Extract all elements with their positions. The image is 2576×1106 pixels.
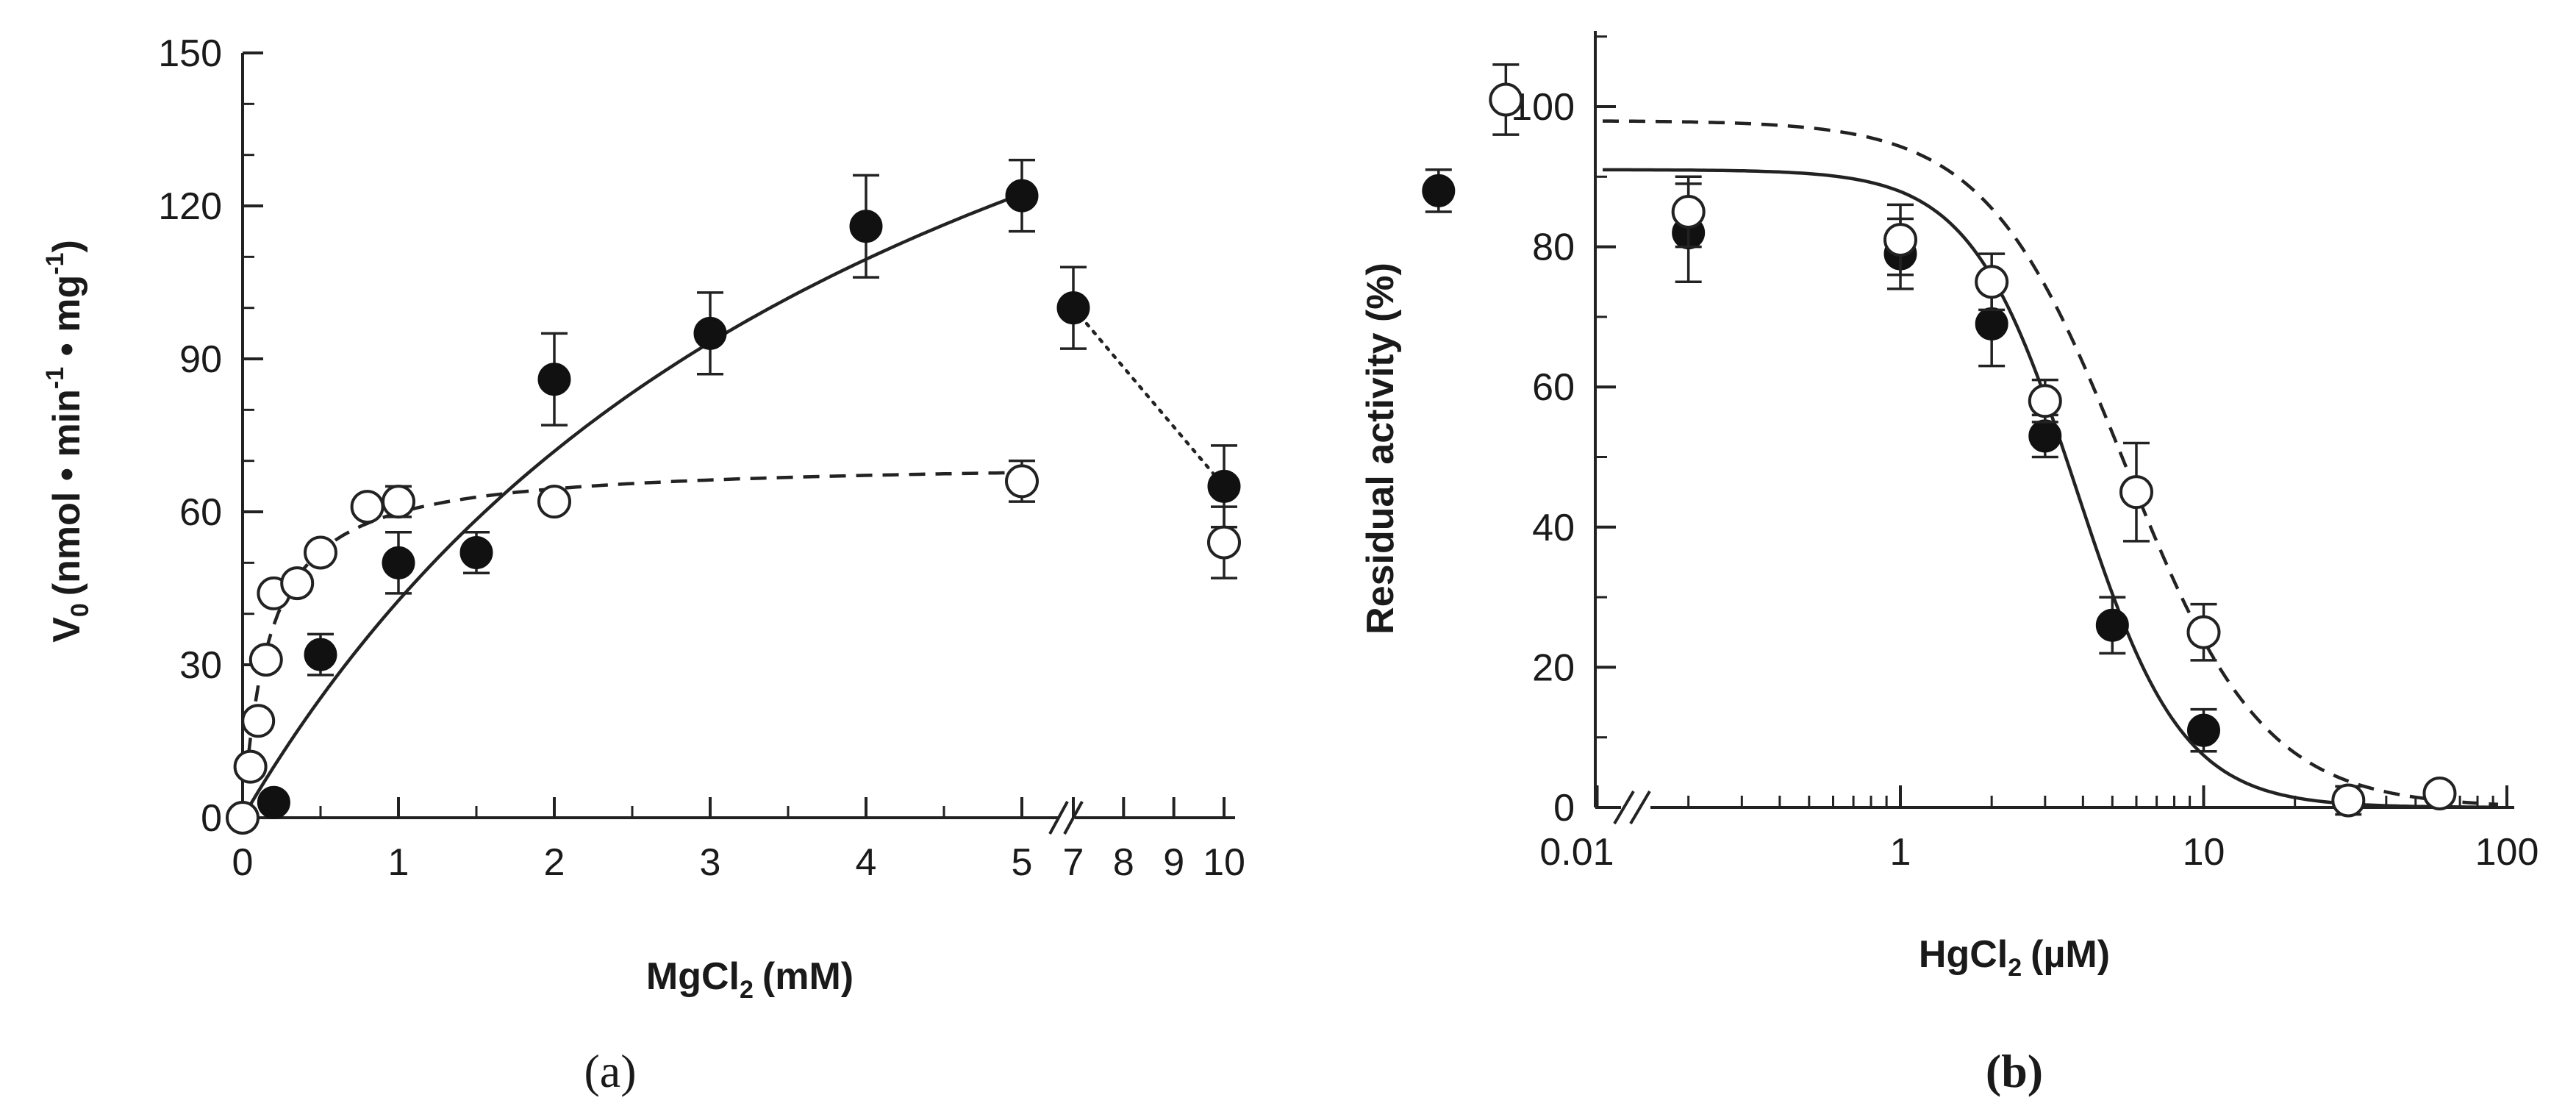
panel-a: V0(nmol • min-1 • mg-1) MgCl2 (mM) (a) 0 3… [41, 32, 1245, 1097]
panel-a-point-open [280, 566, 315, 601]
panel-b-x-axis-title: HgCl2 (µM) [1919, 933, 2110, 982]
panel-b-y-tick-label: 80 [1532, 226, 1575, 269]
panel-a-point-open [537, 485, 571, 519]
panel-a-point-open [1207, 525, 1241, 560]
panel-a-x-axis-title: MgCl2 (mM) [646, 955, 854, 1004]
panel-b-y-tick-label: 0 [1553, 787, 1575, 830]
panel-a-x-tick-label: 2 [544, 841, 565, 884]
panel-b-point-open [2422, 776, 2457, 810]
panel-b-point-open [1883, 223, 1917, 257]
panel-a-x-tick-label: 10 [1203, 841, 1245, 884]
panel-b-point-open [2331, 783, 2366, 818]
panel-a-point-open [1005, 464, 1039, 499]
panel-b-point-filled [1422, 174, 1456, 207]
panel-b-fit-filled [1603, 168, 2498, 809]
panel-b: Residual activity (%) HgCl2 (µM) (b) 0 20 4… [1359, 31, 2539, 1097]
panel-b-y-tick-label: 60 [1532, 366, 1575, 409]
panel-b-point-open [2028, 384, 2062, 418]
panel-a-point-filled [693, 316, 727, 350]
panel-b-fit-open [1603, 119, 2499, 806]
panel-b-y-tick-label: 100 [1511, 86, 1575, 129]
panel-a-x-tick-label: 8 [1113, 841, 1134, 884]
panel-a-fit-filled [241, 192, 1023, 819]
panel-a-point-open [233, 749, 268, 784]
panel-a-y-tick-label: 30 [179, 644, 222, 687]
panel-a-point-filled [304, 638, 337, 671]
panel-a-axis-break-mark [1048, 801, 1069, 835]
panel-a-y-axis-title: V0(nmol • min-1 • mg-1) [41, 240, 94, 643]
panel-b-axis-break-mark [1629, 790, 1651, 825]
panel-b-point-open [2119, 475, 2153, 510]
panel-a-point-open [350, 490, 384, 524]
panel-a-y-tick-label: 60 [179, 491, 222, 534]
panel-b-x-tick-label: 100 [2475, 831, 2539, 874]
panel-a-x-tick-label: 0 [232, 841, 254, 884]
panel-a-x-tick-label: 7 [1063, 841, 1084, 884]
panel-a-x-tick-label: 4 [856, 841, 877, 884]
panel-a-y-tick-label: 150 [158, 32, 222, 75]
panel-b-point-open [1489, 82, 1523, 117]
panel-b-point-filled [2187, 713, 2220, 747]
panel-a-y-tick-label: 120 [158, 185, 222, 228]
panel-a-fit-filled-dotted [1071, 306, 1226, 488]
panel-a-point-filled [257, 785, 290, 819]
panel-a-x-tick-label: 5 [1012, 841, 1033, 884]
panel-a-x-tick-label: 9 [1163, 841, 1184, 884]
panel-a-fit-open [243, 471, 1023, 781]
panel-b-label: (b) [1986, 1045, 2043, 1097]
panel-b-point-open [2186, 615, 2221, 649]
panel-b-y-tick-label: 20 [1532, 646, 1575, 689]
panel-b-y-axis-title: Residual activity (%) [1359, 263, 1402, 635]
panel-a-label: (a) [584, 1045, 636, 1097]
panel-a-point-filled [537, 363, 571, 396]
panel-a-point-open [248, 643, 283, 677]
panel-b-point-filled [2095, 608, 2129, 642]
panel-a-point-filled [849, 210, 883, 243]
panel-b-point-open [1671, 194, 1706, 229]
panel-b-point-filled [1975, 307, 2008, 340]
panel-a-point-filled [382, 546, 415, 579]
panel-b-point-open [1975, 265, 2009, 299]
panel-a-y-tick-label: 0 [201, 797, 222, 840]
panel-a-point-filled [459, 535, 493, 569]
panel-a-point-open [241, 704, 276, 738]
panel-a-y-tick-label: 90 [179, 338, 222, 381]
panel-a-point-open [382, 485, 415, 519]
panel-b-point-filled [2028, 419, 2062, 453]
panel-b-x-tick-label: 0.01 [1539, 831, 1614, 874]
panel-a-point-open [226, 801, 260, 835]
panel-a-x-tick-label: 1 [388, 841, 409, 884]
panel-b-x-tick-label: 10 [2183, 831, 2225, 874]
panel-a-point-filled [1056, 291, 1090, 325]
panel-a-point-open [304, 535, 337, 570]
panel-b-x-tick-label: 1 [1890, 831, 1911, 874]
panel-a-point-filled [1207, 469, 1241, 503]
panel-a-point-filled [1005, 179, 1039, 213]
panel-b-y-tick-label: 40 [1532, 507, 1575, 549]
panel-b-axis-break-mark [1613, 790, 1635, 825]
panel-a-x-tick-label: 3 [700, 841, 721, 884]
